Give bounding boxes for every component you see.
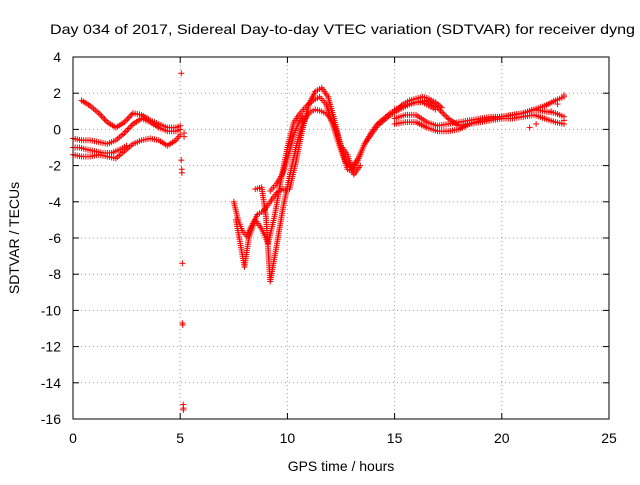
y-tick-label: -6 <box>49 230 62 246</box>
x-tick-label: 25 <box>601 430 617 446</box>
y-tick-label: -16 <box>41 411 61 427</box>
data-point <box>181 130 188 137</box>
y-tick-label: -2 <box>49 158 62 174</box>
data-point <box>125 114 132 121</box>
y-tick-label: -14 <box>41 375 61 391</box>
data-point <box>122 128 129 135</box>
data-point <box>98 113 105 120</box>
x-tick-label: 10 <box>280 430 296 446</box>
points-layer <box>70 70 567 413</box>
data-point <box>179 321 186 328</box>
data-point <box>125 125 132 132</box>
data-point <box>177 126 184 133</box>
data-point <box>437 107 444 114</box>
data-point <box>443 113 450 120</box>
y-tick-label: -10 <box>41 302 61 318</box>
data-point <box>100 114 107 121</box>
x-tick-label: 15 <box>387 430 403 446</box>
chart-title: Day 034 of 2017, Sidereal Day-to-day VTE… <box>50 21 635 37</box>
data-point <box>357 162 364 169</box>
data-point <box>124 127 131 134</box>
x-axis-label: GPS time / hours <box>288 458 395 474</box>
data-point <box>442 112 449 119</box>
data-point <box>127 123 134 130</box>
data-point <box>560 92 567 99</box>
y-tick-label: -8 <box>49 266 62 282</box>
data-point <box>560 117 567 124</box>
data-point <box>179 260 186 267</box>
x-tick-label: 20 <box>494 430 510 446</box>
y-tick-label: -12 <box>41 339 61 355</box>
data-point <box>541 115 548 122</box>
data-point <box>440 110 447 117</box>
data-point <box>180 406 187 413</box>
x-tick-label: 5 <box>176 430 184 446</box>
y-tick-label: 0 <box>53 121 61 137</box>
data-point <box>124 116 131 123</box>
y-tick-label: -4 <box>49 194 62 210</box>
y-axis-label: SDTVAR / TECUs <box>6 182 22 294</box>
data-point <box>533 120 540 127</box>
data-point <box>177 131 184 138</box>
data-point <box>178 70 185 77</box>
data-point <box>299 113 306 120</box>
data-point <box>436 106 443 113</box>
data-point <box>548 108 555 115</box>
y-tick-label: 2 <box>53 85 61 101</box>
data-point <box>101 116 108 123</box>
y-tick-label: 4 <box>53 49 61 65</box>
data-point <box>123 142 130 149</box>
x-tick-label: 0 <box>69 430 77 446</box>
ticks-layer: 0 5 10 15 20 25 -16 -14 -12 -10 -8 -6 -4 -2 0 2 4 <box>41 49 617 446</box>
data-point <box>554 101 561 108</box>
data-point <box>128 111 135 118</box>
data-point <box>439 109 446 116</box>
data-point <box>178 157 185 164</box>
data-point <box>178 169 185 176</box>
data-point <box>526 124 533 131</box>
data-point <box>97 111 104 118</box>
